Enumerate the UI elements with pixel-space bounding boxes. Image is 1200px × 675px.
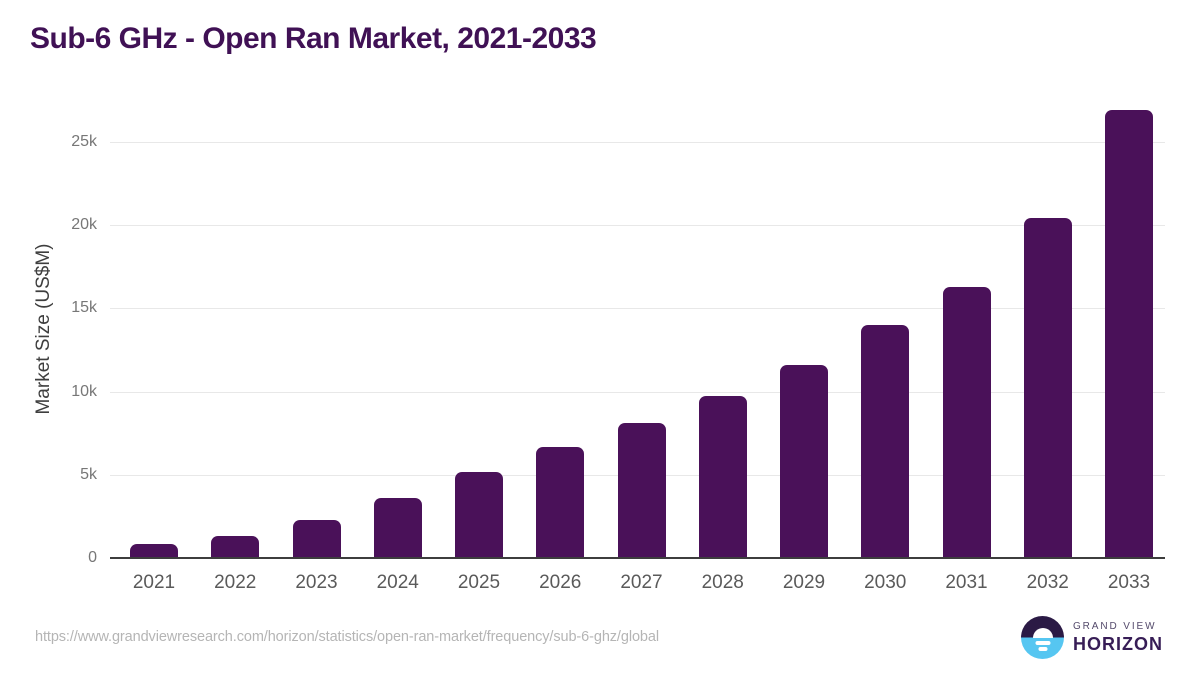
x-tick-label-2021: 2021 xyxy=(132,572,176,593)
sun-reflection-line xyxy=(1035,641,1050,645)
gridline-25k xyxy=(110,141,1165,143)
bar-2023 xyxy=(292,520,341,558)
x-tick-label-2027: 2027 xyxy=(620,572,663,593)
x-tick-label-2022: 2022 xyxy=(214,572,257,593)
bar-2022 xyxy=(211,536,260,558)
bar-2025 xyxy=(455,472,503,558)
y-tick-label-25k: 25k xyxy=(71,132,97,150)
bar-2029 xyxy=(780,365,828,558)
gridline-10k xyxy=(110,391,1165,393)
x-tick-label-2028: 2028 xyxy=(701,572,744,593)
x-tick-label-2025: 2025 xyxy=(457,572,501,593)
grand-view-horizon-logo: GRAND VIEW HORIZON xyxy=(1021,616,1163,659)
logo-text-grand-view: GRAND VIEW xyxy=(1073,620,1157,632)
y-tick-label-10k: 10k xyxy=(71,382,97,400)
bar-2027 xyxy=(617,423,666,558)
plot-area: 0 5k 10k 15k 20k 25k 2021 2022 2023 2024 2025 2026 2… xyxy=(71,100,1165,593)
gridline-20k xyxy=(110,225,1165,226)
chart-title: Sub-6 GHz - Open Ran Market, 2021-2033 xyxy=(30,22,597,55)
y-tick-label-20k: 20k xyxy=(71,216,97,233)
x-tick-label-2030: 2030 xyxy=(864,572,907,593)
x-tick-label-2031: 2031 xyxy=(945,572,988,593)
bar-2024 xyxy=(373,498,422,558)
bar-2030 xyxy=(861,325,910,558)
x-tick-label-2029: 2029 xyxy=(782,572,826,593)
bar-2031 xyxy=(942,287,991,558)
x-tick-label-2032: 2032 xyxy=(1026,572,1069,593)
sun-reflection-line xyxy=(1038,647,1047,651)
sun-dome-shape xyxy=(1032,627,1053,638)
bar-2033 xyxy=(1105,110,1153,558)
x-tick-label-2026: 2026 xyxy=(539,572,582,593)
x-tick-label-2033: 2033 xyxy=(1107,572,1151,593)
logo-text: GRAND VIEW HORIZON xyxy=(1073,621,1163,655)
y-tick-label-5k: 5k xyxy=(80,465,97,483)
gridline-15k xyxy=(110,308,1165,310)
y-tick-label-0: 0 xyxy=(88,549,97,566)
x-tick-label-2024: 2024 xyxy=(376,572,419,593)
bar-2028 xyxy=(698,396,747,558)
horizon-sun-icon xyxy=(1021,616,1064,659)
x-tick-label-2023: 2023 xyxy=(295,572,338,593)
source-url: https://www.grandviewresearch.com/horizo… xyxy=(35,629,659,645)
x-axis-line xyxy=(110,557,1165,559)
y-tick-label-15k: 15k xyxy=(71,299,97,317)
bar-2032 xyxy=(1023,218,1072,558)
logo-text-horizon: HORIZON xyxy=(1073,633,1163,654)
bar-2021 xyxy=(130,544,178,558)
bar-2026 xyxy=(536,447,585,558)
